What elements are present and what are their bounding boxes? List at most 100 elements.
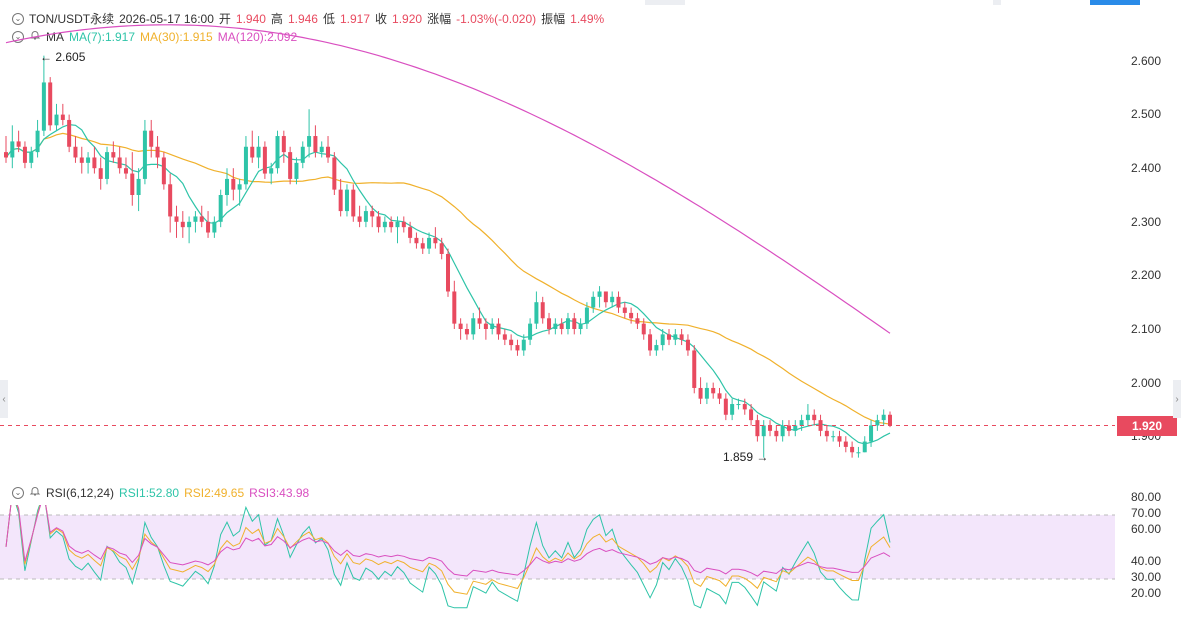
candle-body [344,189,349,212]
candle-body [793,425,798,431]
rsi-legend: ⌄ RSI(6,12,24) RSI1:52.80 RSI2:49.65 RSI… [12,485,309,500]
candle-body [256,146,261,158]
candle-body [812,414,817,421]
candle-body [742,404,747,410]
right-arrow-icon: → [756,450,769,464]
candle-body [231,178,236,190]
candle-body [319,146,324,153]
candle-body [591,296,596,308]
candle-body [704,387,709,399]
candle-body [660,334,665,346]
candle-body [35,130,40,153]
candle-body [597,291,602,297]
candle-body [237,184,242,190]
candle-body [761,425,766,437]
price-tick: 2.100 [1131,322,1162,336]
candle-body [136,178,141,195]
price-chart[interactable] [0,0,1115,465]
candle-body [250,146,255,158]
candle-body [869,425,874,442]
open-value: 1.940 [235,11,266,26]
candle-body [187,221,192,228]
price-tick: 2.500 [1131,107,1162,121]
candle-body [616,296,621,308]
candle-body [155,146,160,158]
candle-body [67,119,72,147]
candle-body [667,334,671,340]
candle-body [168,184,173,217]
candle-body [477,318,482,324]
rsi-tick: 80.00 [1131,490,1162,504]
rsi-line-rsi3 [5,505,891,577]
rsi1-value: RSI1:52.80 [119,485,180,500]
candle-body [395,221,400,228]
candle-body [622,307,627,313]
candle-body [439,243,444,254]
candle-body [805,414,810,421]
high-annotation-value: 2.605 [55,50,86,64]
candle-body [300,146,305,163]
chevron-down-icon[interactable]: ⌄ [12,486,24,499]
candle-body [786,425,791,431]
candle-body [193,216,198,222]
rsi-line-rsi1 [5,505,891,609]
candle-body [142,130,147,179]
candle-body [357,216,362,222]
candle-body [269,168,274,174]
candle-body [130,173,135,195]
candle-body [363,211,368,222]
candle-body [370,211,375,217]
low-annotation: 1.859 → [723,450,768,464]
open-label: 开 [218,12,231,26]
candle-body [635,318,640,324]
candle-body [16,141,21,147]
rsi-tick: 30.00 [1131,570,1162,584]
candle-body [212,221,217,233]
candle-body [218,195,223,222]
bell-icon[interactable] [29,485,41,500]
chevron-down-icon[interactable]: ⌄ [12,12,24,25]
toolbar-toggle[interactable] [1090,0,1140,5]
high-value: 1.946 [287,11,318,26]
rsi-title[interactable]: RSI(6,12,24) [46,485,115,500]
ohlc-header: ⌄ TON/USDT永续 2026-05-17 16:00 开 1.940 高 … [12,10,604,27]
scroll-right-button[interactable]: › [1173,380,1181,418]
candle-body [199,216,204,222]
close-label: 收 [375,12,388,26]
candle-body [610,296,615,303]
candle-body [559,323,564,329]
candle-body [86,157,91,163]
candle-body [4,152,8,158]
candle-body [831,436,836,438]
rsi2-value: RSI2:49.65 [184,485,245,500]
rsi-chart[interactable] [0,505,1115,615]
toolbar-button[interactable] [645,0,685,5]
candle-body [401,221,406,228]
low-value: 1.917 [339,11,371,26]
symbol-label[interactable]: TON/USDT永续 [29,12,115,26]
candle-body [717,393,722,399]
candle-body [603,291,608,303]
price-tick: 2.200 [1131,268,1162,282]
toolbar-button[interactable] [993,0,1001,5]
candle-body [60,114,65,120]
chevron-down-icon[interactable]: ⌄ [12,30,24,43]
candle-body [774,430,779,437]
ma7-value: MA(7):1.917 [69,29,136,44]
amplitude-value: 1.49% [570,11,605,26]
candle-body [768,425,773,431]
close-value: 1.920 [392,11,423,26]
candle-body [881,414,886,421]
candle-body [22,146,27,163]
scroll-left-button[interactable]: ‹ [0,380,8,418]
rsi-line-rsi2 [5,505,891,595]
candle-body [54,114,59,126]
candle-body [420,243,425,249]
candle-body [206,221,211,233]
candle-body [351,189,356,217]
candle-body [685,339,690,351]
candle-body [515,345,520,351]
candle-body [629,312,634,319]
candle-body [679,334,684,340]
bell-icon[interactable] [29,29,41,44]
